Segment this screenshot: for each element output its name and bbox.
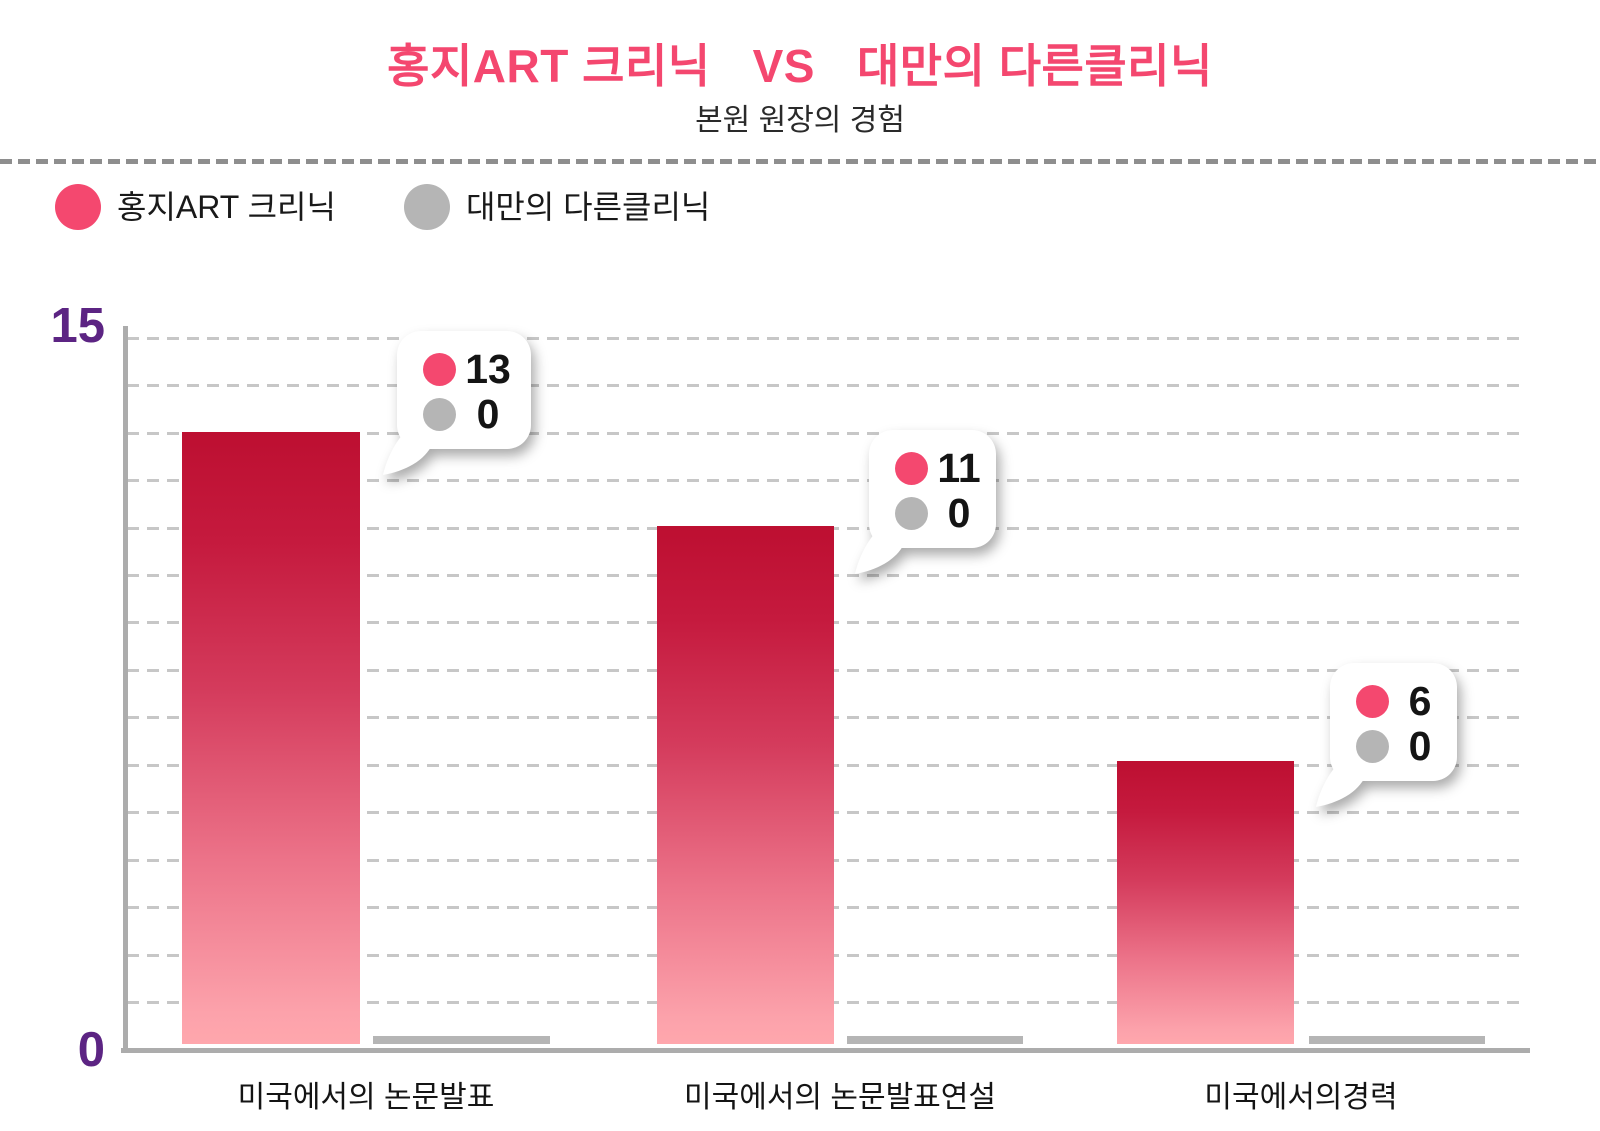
callout-row-hongji: 6 [1356, 678, 1445, 724]
callout-value-taiwan: 0 [947, 490, 971, 536]
gridline [127, 432, 1520, 435]
callout-value-hongji: 6 [1408, 678, 1432, 724]
callout-speeches: 11 0 [855, 430, 996, 574]
legend-item-taiwan-other: 대만의 다른클리닉 [403, 184, 711, 230]
callout-dot-pink-icon [1356, 685, 1389, 718]
bar-hongji-speeches [657, 526, 834, 1044]
legend-item-hongji-art: 홍지ART 크리닉 [55, 184, 336, 230]
callout-value-hongji: 13 [465, 346, 511, 392]
x-axis-line [121, 1048, 1530, 1053]
y-axis-line [123, 326, 128, 1053]
gridline [127, 479, 1520, 482]
legend-label-hongji-art: 홍지ART 크리닉 [117, 189, 336, 225]
callout-value-taiwan: 0 [1408, 723, 1432, 769]
callout-row-taiwan: 0 [1356, 723, 1445, 769]
callout-bubble: 6 0 [1330, 663, 1457, 781]
bar-taiwan-papers [373, 1036, 550, 1044]
callout-bubble: 13 0 [397, 331, 531, 449]
page-title: 홍지ART 크리닉 VS 대만의 다른클리닉 [0, 30, 1600, 96]
callout-row-taiwan: 0 [895, 490, 984, 536]
callout-row-hongji: 11 [895, 445, 984, 491]
callout-dot-pink-icon [895, 452, 928, 485]
callout-value-hongji: 11 [937, 445, 981, 491]
bar-hongji-career [1117, 761, 1294, 1044]
callout-dot-gray-icon [1356, 730, 1389, 763]
callout-row-taiwan: 0 [423, 391, 519, 437]
legend-label-taiwan-other: 대만의 다른클리닉 [465, 189, 711, 225]
callout-papers: 13 0 [383, 331, 531, 475]
legend-dot-pink-icon [55, 184, 101, 230]
callout-dot-pink-icon [423, 353, 456, 386]
legend: 홍지ART 크리닉 대만의 다른클리닉 [55, 184, 710, 230]
callout-career: 6 0 [1316, 663, 1457, 807]
bar-hongji-papers [182, 432, 360, 1044]
category-label-speeches: 미국에서의 논문발표연설 [684, 1081, 996, 1114]
callout-dot-gray-icon [895, 497, 928, 530]
category-label-papers: 미국에서의 논문발표 [237, 1081, 495, 1114]
callout-value-taiwan: 0 [476, 391, 500, 437]
bar-taiwan-career [1309, 1036, 1485, 1044]
gridline [127, 337, 1520, 340]
gridline [127, 384, 1520, 387]
category-label-career: 미국에서의경력 [1204, 1081, 1398, 1114]
callout-dot-gray-icon [423, 398, 456, 431]
bar-taiwan-speeches [847, 1036, 1023, 1044]
y-axis-label-max: 15 [50, 299, 105, 353]
callout-bubble: 11 0 [869, 430, 996, 548]
title-vs: VS [752, 40, 815, 92]
callout-row-hongji: 13 [423, 346, 519, 392]
y-axis-label-zero: 0 [77, 1023, 105, 1077]
title-right: 대만의 다른클리닉 [856, 40, 1213, 92]
legend-dot-gray-icon [403, 184, 450, 230]
page-subtitle: 본원 원장의 경험 [695, 104, 905, 137]
dashed-separator [0, 159, 1600, 164]
title-left: 홍지ART 크리닉 [387, 40, 711, 92]
